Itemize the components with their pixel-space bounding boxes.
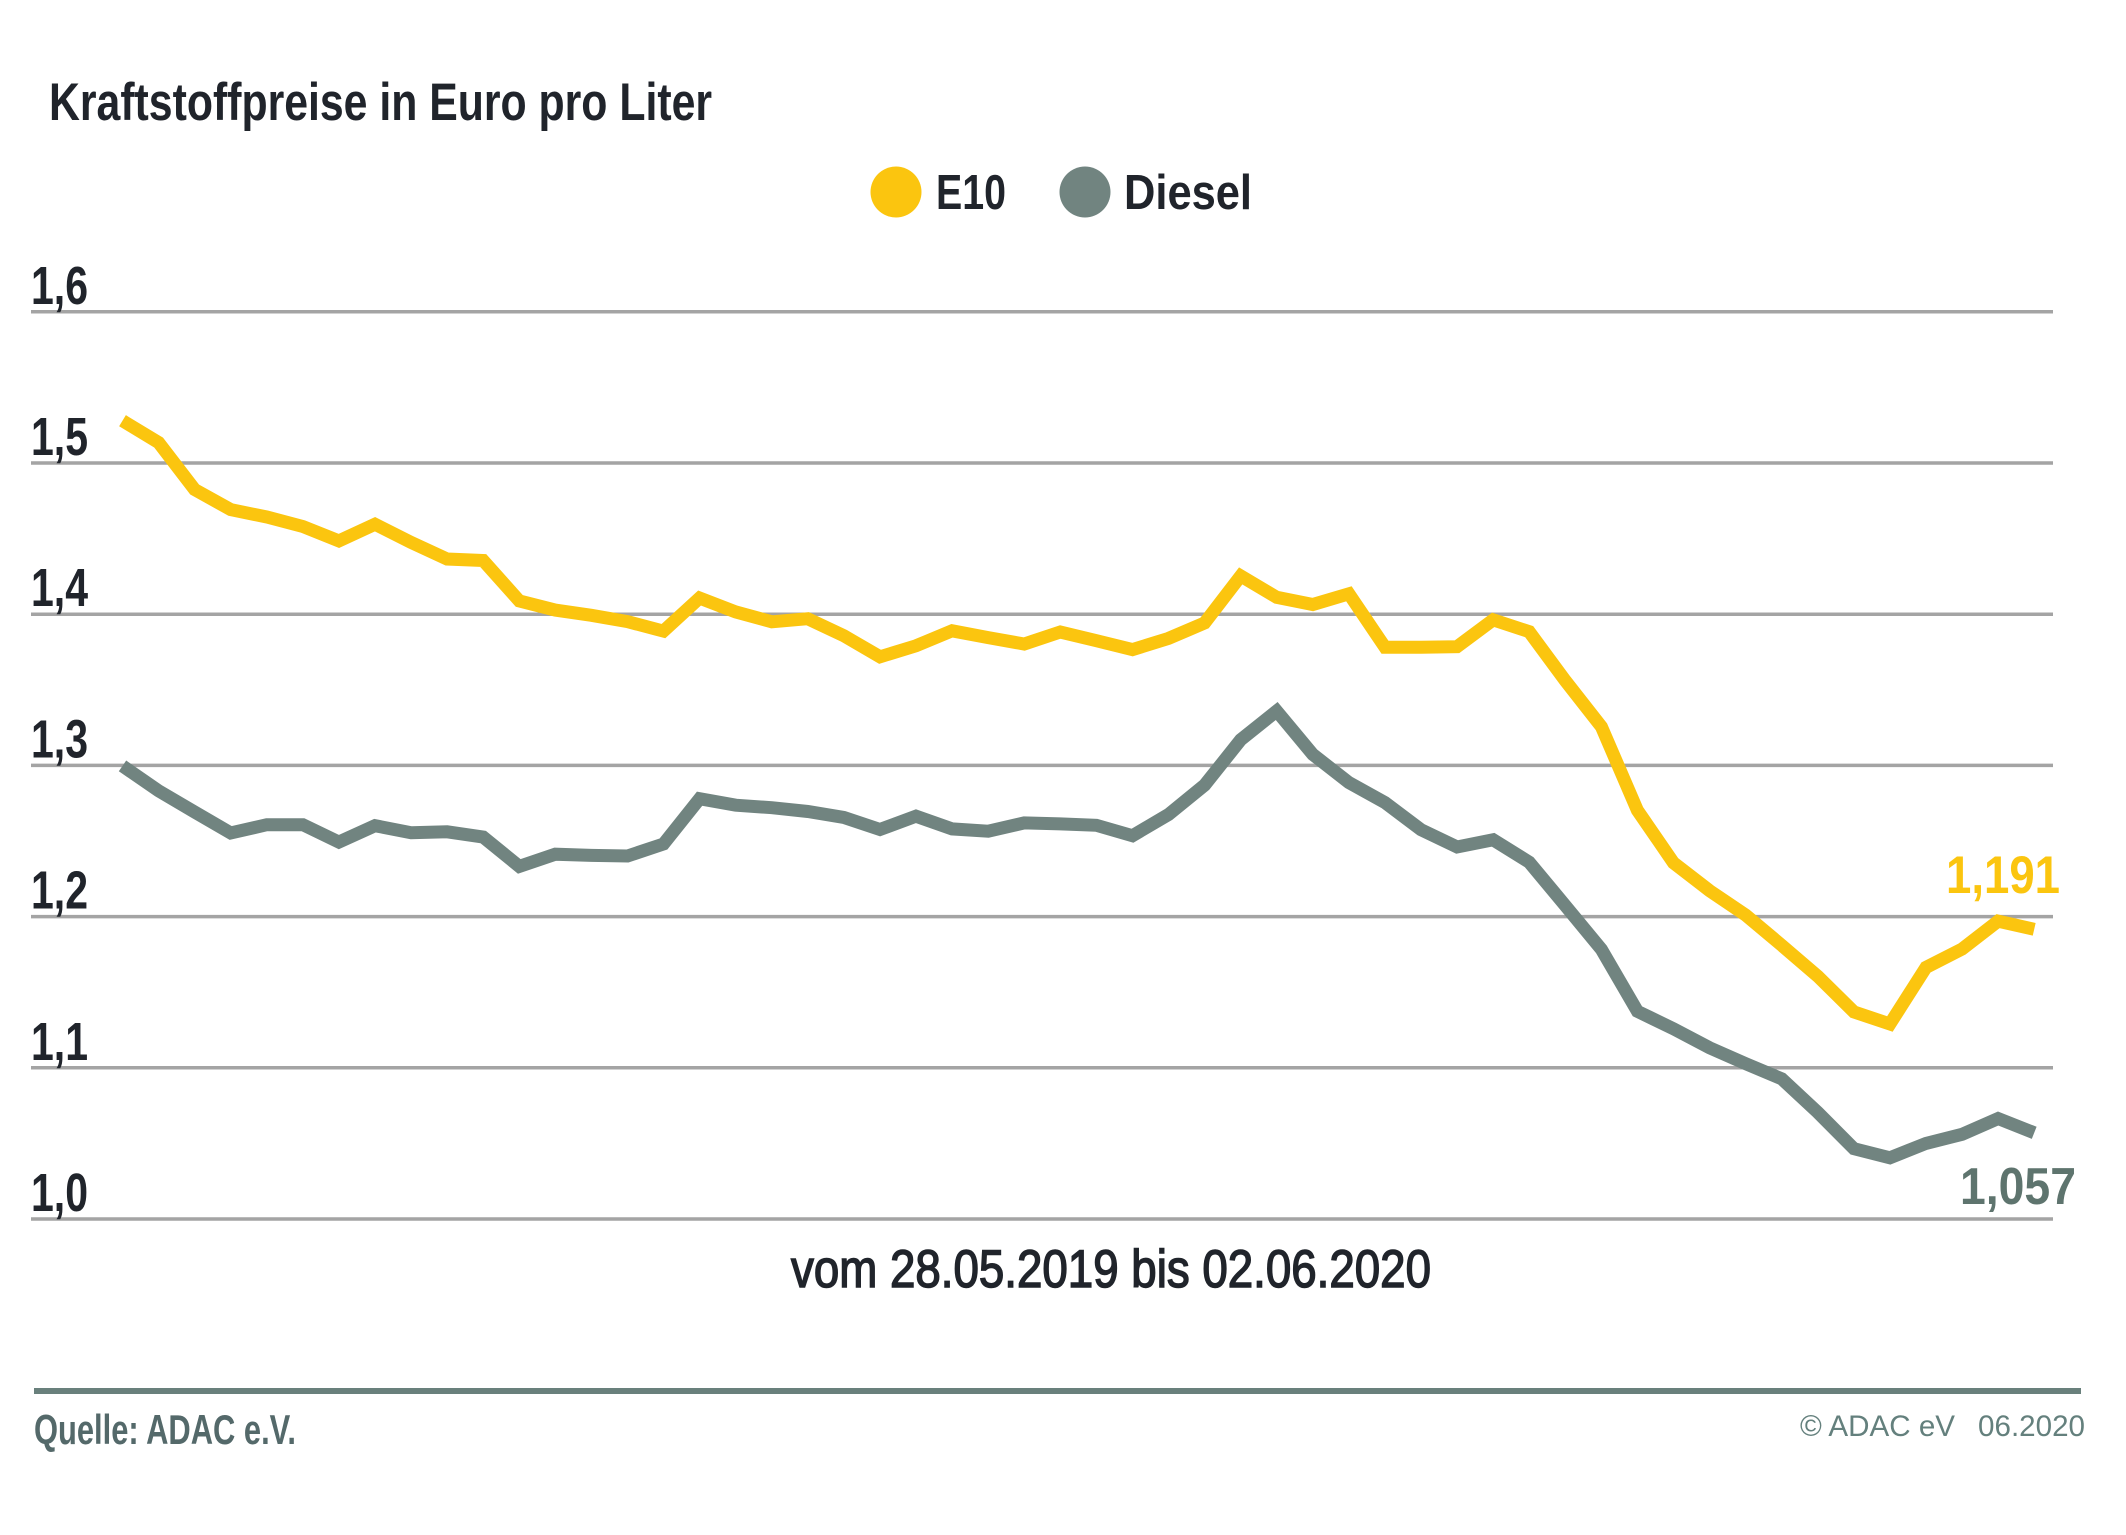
- svg-text:1,0: 1,0: [31, 1163, 88, 1223]
- svg-text:Quelle: ADAC e.V.: Quelle: ADAC e.V.: [34, 1406, 296, 1453]
- svg-text:1,2: 1,2: [31, 861, 88, 921]
- svg-text:1,6: 1,6: [31, 256, 88, 316]
- svg-text:© ADAC eV 06.2020: © ADAC eV 06.2020: [1800, 1410, 2085, 1443]
- svg-text:Kraftstoffpreise in Euro pro L: Kraftstoffpreise in Euro pro Liter: [49, 73, 712, 132]
- svg-text:Diesel: Diesel: [1124, 166, 1252, 220]
- svg-text:1,4: 1,4: [31, 558, 88, 618]
- svg-text:1,057: 1,057: [1960, 1158, 2076, 1216]
- svg-text:1,1: 1,1: [31, 1012, 88, 1072]
- svg-text:vom 28.05.2019 bis 02.06.2020: vom 28.05.2019 bis 02.06.2020: [791, 1240, 1431, 1299]
- svg-text:1,3: 1,3: [31, 709, 88, 769]
- svg-text:1,191: 1,191: [1946, 846, 2060, 905]
- svg-text:E10: E10: [936, 166, 1006, 220]
- svg-text:1,5: 1,5: [31, 407, 88, 467]
